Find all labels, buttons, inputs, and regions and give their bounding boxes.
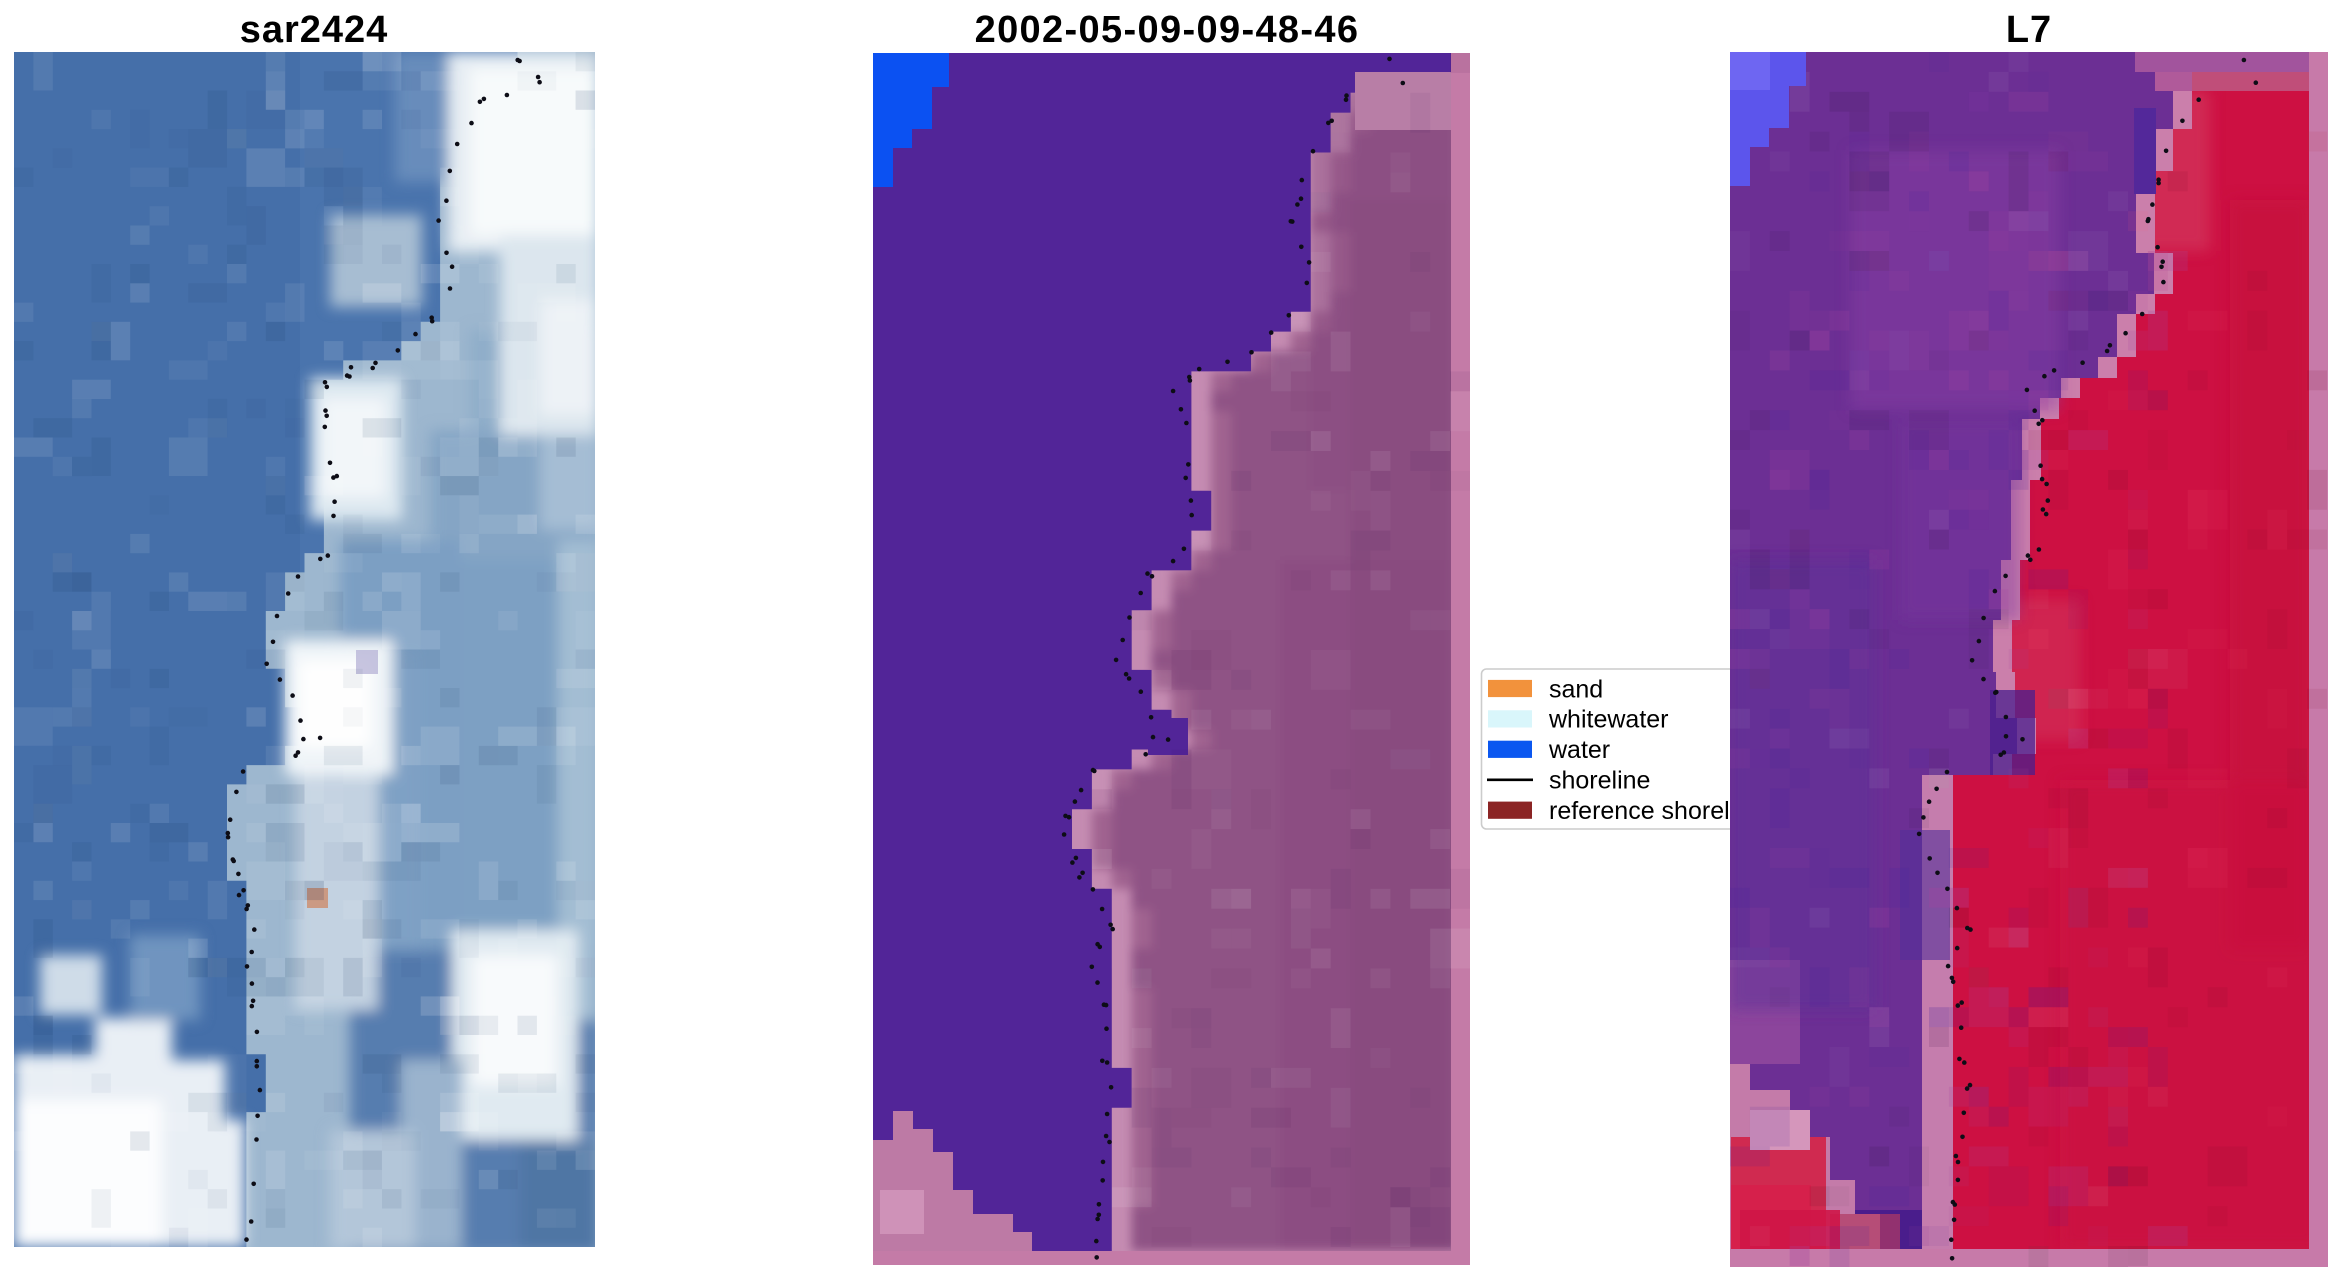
svg-text:water: water [1548, 736, 1610, 764]
svg-text:sand: sand [1549, 675, 1603, 703]
svg-text:L7: L7 [2006, 9, 2052, 51]
svg-text:whitewater: whitewater [1548, 706, 1669, 734]
svg-text:reference shoreline: reference shoreline [1549, 797, 1763, 825]
svg-text:shoreline: shoreline [1549, 767, 1650, 795]
svg-text:sar2424: sar2424 [240, 9, 389, 51]
svg-text:2002-05-09-09-48-46: 2002-05-09-09-48-46 [975, 9, 1360, 51]
